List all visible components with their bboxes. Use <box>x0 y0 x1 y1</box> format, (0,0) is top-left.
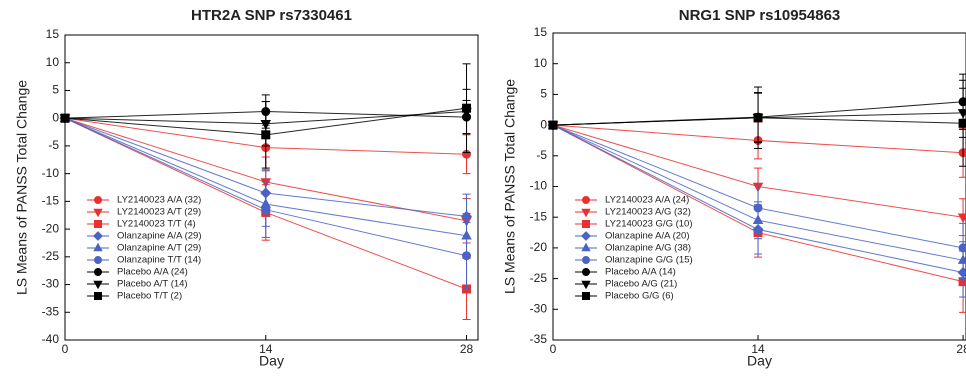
x-tick-label: 28 <box>956 342 966 356</box>
legend-label: LY2140023 T/T (4) <box>117 219 196 230</box>
marker <box>582 292 590 300</box>
legend-label: Placebo A/A (14) <box>605 267 676 278</box>
marker <box>581 242 591 252</box>
legend-label: LY2140023 A/A (32) <box>117 195 201 206</box>
marker <box>753 203 763 213</box>
y-tick-label: -25 <box>530 271 548 285</box>
legend-label: Olanzapine G/G (15) <box>605 255 693 266</box>
y-tick-label: 15 <box>46 27 60 41</box>
y-tick-label: -35 <box>42 304 60 318</box>
y-tick-label: -10 <box>42 166 60 180</box>
marker <box>958 118 966 128</box>
marker <box>93 280 103 290</box>
y-tick-label: 15 <box>534 25 548 39</box>
legend-label: Olanzapine A/G (38) <box>605 243 691 254</box>
marker <box>958 97 966 107</box>
y-tick-label: -15 <box>42 194 60 208</box>
marker <box>94 196 102 204</box>
marker <box>958 148 966 158</box>
marker <box>261 130 271 140</box>
marker <box>261 205 271 215</box>
marker <box>582 256 590 264</box>
x-tick-label: 14 <box>751 342 765 356</box>
marker <box>94 292 102 300</box>
x-tick-label: 28 <box>460 342 474 356</box>
marker <box>94 268 102 276</box>
y-axis-label: LS Means of PANSS Total Change <box>14 80 30 295</box>
y-tick-label: -35 <box>530 332 548 346</box>
marker <box>93 208 103 218</box>
y-tick-label: -5 <box>48 138 59 152</box>
legend-label: LY2140023 G/G (10) <box>605 219 693 230</box>
marker <box>582 220 590 228</box>
marker <box>94 256 102 264</box>
marker <box>93 231 103 241</box>
y-tick-label: -40 <box>42 332 60 346</box>
y-axis-label: LS Means of PANSS Total Change <box>502 79 518 294</box>
y-tick-label: -30 <box>42 277 60 291</box>
x-tick-label: 0 <box>550 342 557 356</box>
marker <box>753 113 763 123</box>
chart-title: HTR2A SNP rs7330461 <box>191 7 352 24</box>
legend-label: Olanzapine A/T (29) <box>117 243 201 254</box>
marker <box>958 243 966 253</box>
y-tick-label: -10 <box>530 179 548 193</box>
legend-label: Placebo A/T (14) <box>117 279 188 290</box>
marker <box>957 213 966 224</box>
marker <box>548 120 558 130</box>
legend-label: Placebo G/G (6) <box>605 291 674 302</box>
plot-frame <box>64 34 479 341</box>
x-axis-label: Day <box>747 353 772 369</box>
marker <box>462 103 472 113</box>
y-tick-label: -30 <box>530 301 548 315</box>
x-tick-label: 14 <box>259 342 273 356</box>
legend-label: LY2140023 A/A (24) <box>605 195 689 206</box>
y-tick-label: 0 <box>52 110 59 124</box>
y-tick-label: 0 <box>540 117 547 131</box>
y-tick-label: -5 <box>536 148 547 162</box>
y-tick-label: -20 <box>530 240 548 254</box>
y-tick-label: 10 <box>534 56 548 70</box>
marker <box>582 268 590 276</box>
legend-label: Olanzapine T/T (14) <box>117 255 201 266</box>
x-axis-label: Day <box>259 353 284 369</box>
chart-title: NRG1 SNP rs10954863 <box>679 7 841 24</box>
marker <box>93 242 103 252</box>
legend-label: Olanzapine A/A (20) <box>605 231 690 242</box>
marker <box>957 109 966 119</box>
legend-label: Placebo A/G (21) <box>605 279 677 290</box>
legend-label: Olanzapine A/A (29) <box>117 231 202 242</box>
marker <box>581 208 591 218</box>
y-tick-label: 10 <box>46 55 60 69</box>
y-tick-label: -20 <box>42 221 60 235</box>
y-tick-label: 5 <box>52 83 59 97</box>
y-tick-label: -15 <box>530 209 548 223</box>
marker <box>581 231 591 241</box>
marker <box>462 251 472 261</box>
legend-label: LY2140023 A/G (32) <box>605 207 691 218</box>
marker <box>581 280 591 290</box>
legend-label: LY2140023 A/T (29) <box>117 207 201 218</box>
x-tick-label: 0 <box>62 342 69 356</box>
marker <box>60 113 70 123</box>
legend-label: Placebo T/T (2) <box>117 291 182 302</box>
marker <box>94 220 102 228</box>
legend-label: Placebo A/A (24) <box>117 267 188 278</box>
y-tick-label: -25 <box>42 249 60 263</box>
marker <box>582 196 590 204</box>
y-tick-label: 5 <box>540 87 547 101</box>
